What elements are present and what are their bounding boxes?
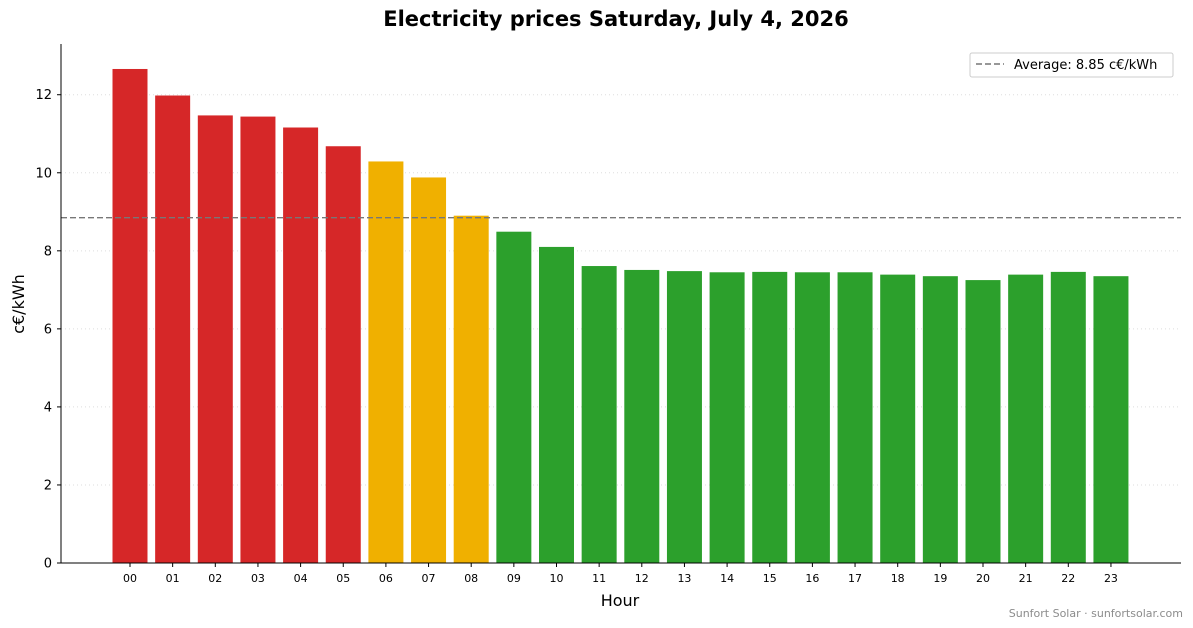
bar xyxy=(325,146,361,563)
x-tick-label: 02 xyxy=(208,572,222,585)
bar xyxy=(368,161,404,564)
x-tick-label: 20 xyxy=(976,572,990,585)
x-tick-label: 22 xyxy=(1061,572,1075,585)
x-tick-label: 08 xyxy=(464,572,478,585)
x-tick-label: 09 xyxy=(507,572,521,585)
y-axis-label: c€/kWh xyxy=(9,274,28,334)
grid xyxy=(61,94,1181,486)
x-tick-label: 14 xyxy=(720,572,734,585)
bar xyxy=(112,68,148,564)
bar xyxy=(1008,274,1044,563)
footer-credit: Sunfort Solar · sunfortsolar.com xyxy=(1008,607,1183,620)
bar xyxy=(666,271,702,563)
bar xyxy=(453,215,489,563)
chart-title: Electricity prices Saturday, July 4, 202… xyxy=(383,7,848,31)
x-tick-label: 05 xyxy=(336,572,350,585)
y-tick-label: 8 xyxy=(44,244,52,259)
y-tick-label: 6 xyxy=(44,322,52,337)
x-tick-label: 00 xyxy=(123,572,137,585)
axes xyxy=(60,44,1181,564)
bar xyxy=(240,116,276,563)
x-tick-label: 12 xyxy=(635,572,649,585)
bar xyxy=(624,269,660,563)
bars xyxy=(112,68,1129,564)
bar xyxy=(581,266,617,563)
legend-box xyxy=(969,52,1174,78)
bar xyxy=(155,95,191,564)
x-tick-label: 11 xyxy=(592,572,606,585)
y-tick-label: 4 xyxy=(44,400,52,415)
bar xyxy=(1050,271,1086,563)
bar xyxy=(496,231,532,564)
x-tick-label: 17 xyxy=(848,572,862,585)
y-tick-label: 10 xyxy=(35,166,52,181)
bar xyxy=(965,280,1001,563)
bar xyxy=(922,276,958,563)
y-tick-label: 0 xyxy=(44,557,52,572)
y-tick-label: 12 xyxy=(35,88,52,103)
x-tick-label: 06 xyxy=(379,572,393,585)
bar xyxy=(1093,276,1129,563)
x-tick-label: 04 xyxy=(294,572,308,585)
x-tick-label: 01 xyxy=(166,572,180,585)
x-tick-label: 23 xyxy=(1104,572,1118,585)
legend: Average: 8.85 c€/kWh xyxy=(969,52,1174,78)
bar xyxy=(880,274,916,563)
bar xyxy=(752,271,788,563)
bar xyxy=(283,127,319,563)
x-tick-label: 07 xyxy=(422,572,436,585)
y-tick-label: 2 xyxy=(44,478,52,493)
bar xyxy=(709,272,745,563)
bar xyxy=(539,246,574,563)
x-tick-label: 13 xyxy=(677,572,691,585)
x-tick-label: 15 xyxy=(763,572,777,585)
x-tick-label: 21 xyxy=(1019,572,1033,585)
bar xyxy=(794,272,830,563)
x-tick-label: 16 xyxy=(805,572,819,585)
x-tick-label: 03 xyxy=(251,572,265,585)
legend-label: Average: 8.85 c€/kWh xyxy=(1014,58,1157,73)
bar xyxy=(411,177,447,563)
x-axis-label: Hour xyxy=(601,591,640,610)
x-tick-label: 19 xyxy=(933,572,947,585)
x-tick-labels: 00 01 02 03 04 05 06 07 08 09 10 11 12 13 14 15 16 17 18 19… xyxy=(123,563,1118,585)
y-tick-labels: 0 2 4 6 8 10 12 xyxy=(35,88,61,572)
bar xyxy=(837,272,873,563)
x-tick-label: 10 xyxy=(550,572,564,585)
x-tick-label: 18 xyxy=(891,572,905,585)
bar xyxy=(197,115,233,563)
